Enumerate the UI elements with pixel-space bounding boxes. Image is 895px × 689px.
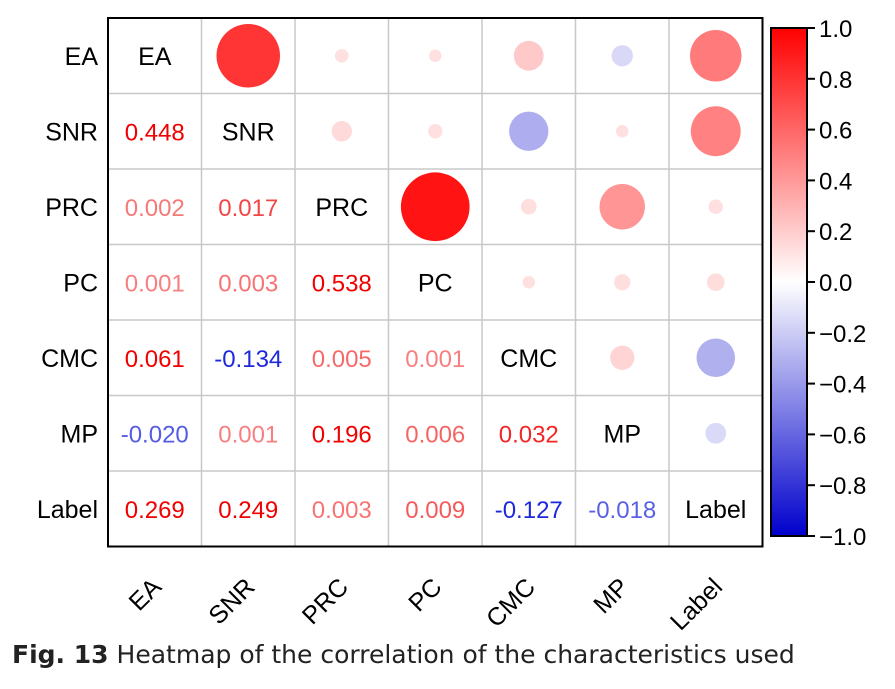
correlation-circle <box>706 273 725 292</box>
correlation-circle <box>331 121 352 142</box>
correlation-value: 0.006 <box>405 421 465 448</box>
diagonal-label: SNR <box>222 118 275 146</box>
colorbar-tick-label: 0.0 <box>819 270 852 297</box>
colorbar-tick-label: −0.2 <box>819 321 866 348</box>
correlation-value: 0.061 <box>125 346 185 373</box>
y-tick-label: PC <box>63 269 98 297</box>
x-tick-label: Label <box>665 573 728 630</box>
correlation-value: 0.005 <box>312 346 372 373</box>
correlation-value: -0.018 <box>588 497 656 524</box>
diagonal-label: EA <box>138 43 172 71</box>
correlation-value: 0.002 <box>125 195 185 222</box>
correlation-circle <box>428 124 443 139</box>
correlation-circle <box>509 111 549 151</box>
colorbar-tick-label: −0.4 <box>819 372 866 399</box>
y-tick-label: PRC <box>45 194 98 222</box>
grid-lines <box>107 17 764 548</box>
correlation-value: 0.269 <box>125 497 185 524</box>
correlation-circle <box>705 422 727 444</box>
correlation-circle <box>216 23 281 88</box>
correlation-circle <box>611 45 633 67</box>
x-tick-label: PRC <box>297 573 354 630</box>
correlation-value: 0.249 <box>218 497 278 524</box>
plot-frame <box>107 17 764 548</box>
correlation-circle <box>690 30 742 82</box>
x-tick-label: MP <box>588 573 634 619</box>
correlation-heatmap: EA 0.448 SNR 0.002 0.017 PRC 0.001 0.003 0.538 PC… <box>37 16 867 630</box>
diagonal-label: Label <box>685 496 746 524</box>
correlation-circle <box>334 48 349 63</box>
figure-label: Fig. 13 <box>12 640 109 669</box>
diagonal-label: MP <box>604 420 642 448</box>
correlation-circle <box>610 345 635 370</box>
diagonal-label: PRC <box>315 194 368 222</box>
x-tick-label: PC <box>403 573 447 617</box>
x-tick-label: CMC <box>481 573 541 630</box>
correlation-circle <box>428 49 442 63</box>
correlation-circle <box>696 338 736 378</box>
correlation-value: 0.009 <box>405 497 465 524</box>
correlation-value: -0.127 <box>495 497 563 524</box>
diagonal-label: CMC <box>500 345 557 373</box>
correlation-value: 0.538 <box>312 270 372 297</box>
colorbar-tick-label: −0.6 <box>819 422 866 449</box>
y-tick-label: MP <box>61 420 99 448</box>
colorbar-tick-label: 1.0 <box>819 16 852 43</box>
correlation-value: -0.020 <box>121 421 189 448</box>
figure-caption: Fig. 13 Heatmap of the correlation of the… <box>12 640 795 669</box>
colorbar-tick-label: 0.4 <box>819 168 852 195</box>
figure-caption-text: Heatmap of the correlation of the charac… <box>116 640 795 669</box>
colorbar-tick-label: −1.0 <box>819 524 866 551</box>
correlation-value: -0.134 <box>214 346 282 373</box>
correlation-circle <box>513 40 544 71</box>
x-tick-label: EA <box>124 573 168 617</box>
y-tick-label: CMC <box>41 345 98 373</box>
correlation-circle <box>520 198 537 215</box>
correlation-value: 0.001 <box>218 421 278 448</box>
colorbar-gradient <box>770 27 808 537</box>
correlation-circle <box>615 124 629 138</box>
diagonal-label: PC <box>418 269 453 297</box>
x-axis-labels: EA SNR PRC PC CMC MP Label <box>124 573 728 630</box>
correlation-circle <box>599 184 645 230</box>
y-axis-labels: EA SNR PRC PC CMC MP Label <box>37 43 98 524</box>
correlation-value: 0.001 <box>405 346 465 373</box>
correlation-value: 0.032 <box>499 421 559 448</box>
colorbar-tick-label: 0.2 <box>819 219 852 246</box>
colorbar: 1.0 0.8 0.6 0.4 0.2 0.0 −0.2 −0.4 −0.6 −0.8 −1.0 <box>770 16 866 551</box>
correlation-value: 0.001 <box>125 270 185 297</box>
colorbar-tick-label: 0.8 <box>819 67 852 94</box>
correlation-value: 0.448 <box>125 119 185 146</box>
correlation-value: 0.196 <box>312 421 372 448</box>
correlation-circle <box>690 106 741 157</box>
y-tick-label: Label <box>37 496 98 524</box>
y-tick-label: SNR <box>45 118 98 146</box>
heatmap-cells: EA 0.448 SNR 0.002 0.017 PRC 0.001 0.003 0.538 PC… <box>121 23 746 524</box>
correlation-circle <box>400 172 470 242</box>
y-tick-label: EA <box>65 43 99 71</box>
correlation-value: 0.003 <box>312 497 372 524</box>
correlation-value: 0.003 <box>218 270 278 297</box>
correlation-circle <box>522 275 536 289</box>
x-tick-label: SNR <box>203 573 260 630</box>
correlation-value: 0.017 <box>218 195 278 222</box>
colorbar-tick-label: 0.6 <box>819 118 852 145</box>
correlation-circle <box>614 274 631 291</box>
correlation-circle <box>708 199 723 214</box>
colorbar-tick-label: −0.8 <box>819 473 866 500</box>
